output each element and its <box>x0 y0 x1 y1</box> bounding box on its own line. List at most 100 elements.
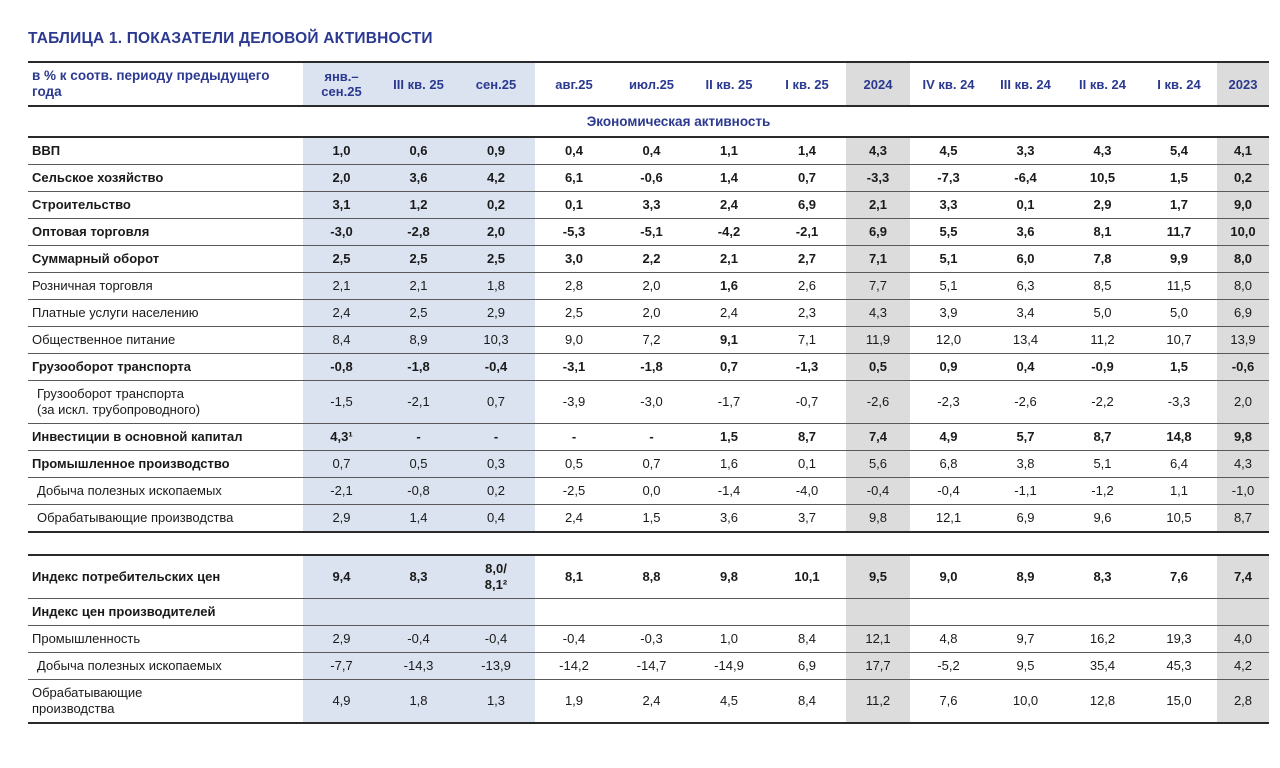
business-activity-table: в % к соотв. периоду предыдущего года ян… <box>28 61 1269 533</box>
cell-value: -5,3 <box>535 218 613 246</box>
cell-value: 4,5 <box>690 679 768 724</box>
cell-value: 10,0 <box>1217 218 1269 246</box>
cell-value: 10,5 <box>1064 164 1141 192</box>
table-row: Обрабатывающие производства 2,9 1,4 0,4 2,4 1… <box>28 504 1269 533</box>
cell-value: 4,2 <box>457 164 535 192</box>
cell-value: -2,1 <box>768 218 846 246</box>
row-label: Оптовая торговля <box>28 218 303 246</box>
cell-value: 13,4 <box>987 326 1064 354</box>
cell-value: 3,7 <box>768 504 846 533</box>
cell-value: 13,9 <box>1217 326 1269 354</box>
cell-value: 8,0 <box>1217 272 1269 300</box>
cell-value: 10,3 <box>457 326 535 354</box>
row-label: Обрабатывающие производства <box>28 504 303 533</box>
price-indices-table: Индекс потребительских цен 9,4 8,3 8,0/ 8,1… <box>28 554 1269 724</box>
cell-value: 7,4 <box>846 423 910 451</box>
cell-value: 1,8 <box>457 272 535 300</box>
row-label: Грузооборот транспорта <box>28 353 303 381</box>
cell-value: 0,7 <box>768 164 846 192</box>
cell-value: -5,1 <box>613 218 690 246</box>
column-header: янв.– сен.25 <box>303 61 380 107</box>
cell-value: 9,0 <box>535 326 613 354</box>
table-row: Платные услуги населению 2,4 2,5 2,9 2,5 2,0 2… <box>28 299 1269 327</box>
cell-value <box>380 598 457 626</box>
cell-value: 1,4 <box>690 164 768 192</box>
cell-value: 0,7 <box>690 353 768 381</box>
cell-value: 2,9 <box>303 625 380 653</box>
cell-value: -0,4 <box>910 477 987 505</box>
cell-value <box>613 598 690 626</box>
row-label: Строительство <box>28 191 303 219</box>
cell-value: -2,2 <box>1064 380 1141 424</box>
row-label: Промышленное производство <box>28 450 303 478</box>
cell-value: -1,4 <box>690 477 768 505</box>
cell-value: 5,0 <box>1141 299 1217 327</box>
table-row: Обрабатывающие производства 4,9 1,8 1,3 1,9 2… <box>28 679 1269 724</box>
cell-value: -14,3 <box>380 652 457 680</box>
cell-value: 9,8 <box>1217 423 1269 451</box>
cell-value: -2,1 <box>380 380 457 424</box>
document-page: ТАБЛИЦА 1. ПОКАЗАТЕЛИ ДЕЛОВОЙ АКТИВНОСТИ… <box>28 30 1269 724</box>
cell-value: 9,9 <box>1141 245 1217 273</box>
cell-value: 0,5 <box>380 450 457 478</box>
column-header: II кв. 24 <box>1064 61 1141 107</box>
cell-value: 10,7 <box>1141 326 1217 354</box>
cell-value: -1,5 <box>303 380 380 424</box>
cell-value: -1,8 <box>380 353 457 381</box>
cell-value: 4,3 <box>1064 137 1141 165</box>
cell-value: -5,2 <box>910 652 987 680</box>
cell-value: 2,0 <box>303 164 380 192</box>
cell-value: 12,8 <box>1064 679 1141 724</box>
cell-value: 11,2 <box>846 679 910 724</box>
column-header: I кв. 25 <box>768 61 846 107</box>
cell-value: -14,9 <box>690 652 768 680</box>
table-row: Добыча полезных ископаемых -7,7 -14,3 -13,9… <box>28 652 1269 680</box>
cell-value <box>457 598 535 626</box>
cell-value: 1,6 <box>690 272 768 300</box>
table-row: Промышленное производство 0,7 0,5 0,3 0,5 0,7… <box>28 450 1269 478</box>
cell-value: 6,9 <box>768 191 846 219</box>
cell-value: 0,2 <box>457 191 535 219</box>
cell-value: -3,1 <box>535 353 613 381</box>
row-label: Добыча полезных ископаемых <box>28 652 303 680</box>
table-row: Общественное питание 8,4 8,9 10,3 9,0 7,2 9,1 7… <box>28 326 1269 354</box>
cell-value: 7,1 <box>846 245 910 273</box>
cell-value: -1,1 <box>987 477 1064 505</box>
table-row: Сельское хозяйство 2,0 3,6 4,2 6,1 -0,6 1,4 0,7… <box>28 164 1269 192</box>
cell-value: 2,3 <box>768 299 846 327</box>
cell-value: -0,6 <box>1217 353 1269 381</box>
cell-value: 2,0 <box>613 299 690 327</box>
cell-value: 4,3 <box>846 137 910 165</box>
cell-value: 2,0 <box>1217 380 1269 424</box>
cell-value: 7,2 <box>613 326 690 354</box>
cell-value: 2,4 <box>535 504 613 533</box>
cell-value: 3,9 <box>910 299 987 327</box>
cell-value: -1,7 <box>690 380 768 424</box>
cell-value: 5,1 <box>910 245 987 273</box>
row-label: Индекс цен производителей <box>28 598 303 626</box>
cell-value <box>303 598 380 626</box>
cell-value: 2,4 <box>303 299 380 327</box>
cell-value: - <box>457 423 535 451</box>
cell-value: 8,3 <box>1064 554 1141 599</box>
cell-value: 45,3 <box>1141 652 1217 680</box>
cell-value <box>1064 598 1141 626</box>
cell-value: 1,2 <box>380 191 457 219</box>
cell-value: 7,1 <box>768 326 846 354</box>
cell-value: 1,0 <box>690 625 768 653</box>
cell-value: 3,8 <box>987 450 1064 478</box>
cell-value: 0,5 <box>535 450 613 478</box>
unit-header: в % к соотв. периоду предыдущего года <box>28 61 303 107</box>
cell-value: 0,4 <box>535 137 613 165</box>
cell-value: 2,4 <box>690 299 768 327</box>
column-header: июл.25 <box>613 61 690 107</box>
cell-value: 10,0 <box>987 679 1064 724</box>
cell-value: 1,1 <box>1141 477 1217 505</box>
cell-value: 3,6 <box>380 164 457 192</box>
cell-value: 1,3 <box>457 679 535 724</box>
table-row: Розничная торговля 2,1 2,1 1,8 2,8 2,0 1,6 2,6 7… <box>28 272 1269 300</box>
cell-value: 9,5 <box>846 554 910 599</box>
cell-value: 1,9 <box>535 679 613 724</box>
cell-value: 2,5 <box>535 299 613 327</box>
cell-value: 3,4 <box>987 299 1064 327</box>
